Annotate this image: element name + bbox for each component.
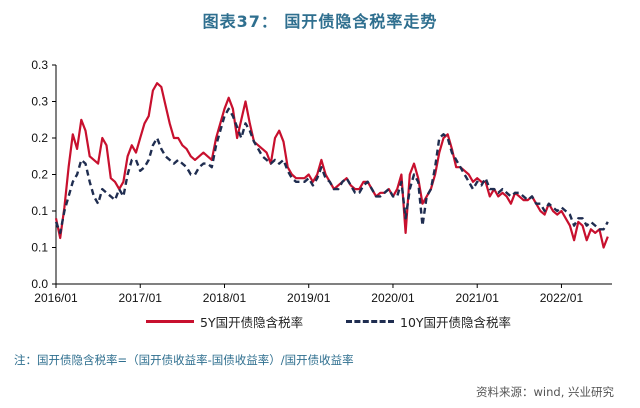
chart-title: 图表37： 国开债隐含税率走势 [202, 12, 438, 31]
y-tick-label: 0.2 [31, 168, 48, 182]
y-tick-label: 0.3 [31, 95, 48, 109]
x-tick-label: 2020/01 [371, 291, 415, 305]
x-tick-label: 2016/01 [34, 291, 78, 305]
y-tick-label: 0.1 [31, 204, 48, 218]
legend-label-series-1: 5Y国开债隐含税率 [200, 315, 304, 330]
x-tick-label: 2017/01 [119, 291, 163, 305]
x-tick-label: 2018/01 [203, 291, 247, 305]
series-line-2 [54, 107, 609, 235]
y-tick-label: 0.3 [31, 58, 48, 72]
x-tick-label: 2019/01 [287, 291, 331, 305]
footnote: 注：国开债隐含税率=（国开债收益率-国债收益率）/国开债收益率 [14, 353, 354, 367]
legend-label-series-2: 10Y国开债隐含税率 [400, 315, 512, 330]
source-credit: 资料来源：wind, 兴业研究 [476, 385, 614, 399]
chart-legend: 5Y国开债隐含税率 10Y国开债隐含税率 [0, 312, 640, 332]
y-tick-label: 0.2 [31, 131, 48, 145]
y-tick-label: 0.0 [31, 277, 48, 291]
y-tick-label: 0.1 [31, 241, 48, 255]
legend-swatch-solid [146, 320, 194, 323]
legend-swatch-dashed [346, 320, 394, 323]
legend-item-series-1: 5Y国开债隐含税率 [146, 312, 303, 331]
x-tick-label: 2022/01 [540, 291, 584, 305]
legend-item-series-2: 10Y国开债隐含税率 [346, 312, 511, 331]
x-tick-label: 2021/01 [456, 291, 500, 305]
